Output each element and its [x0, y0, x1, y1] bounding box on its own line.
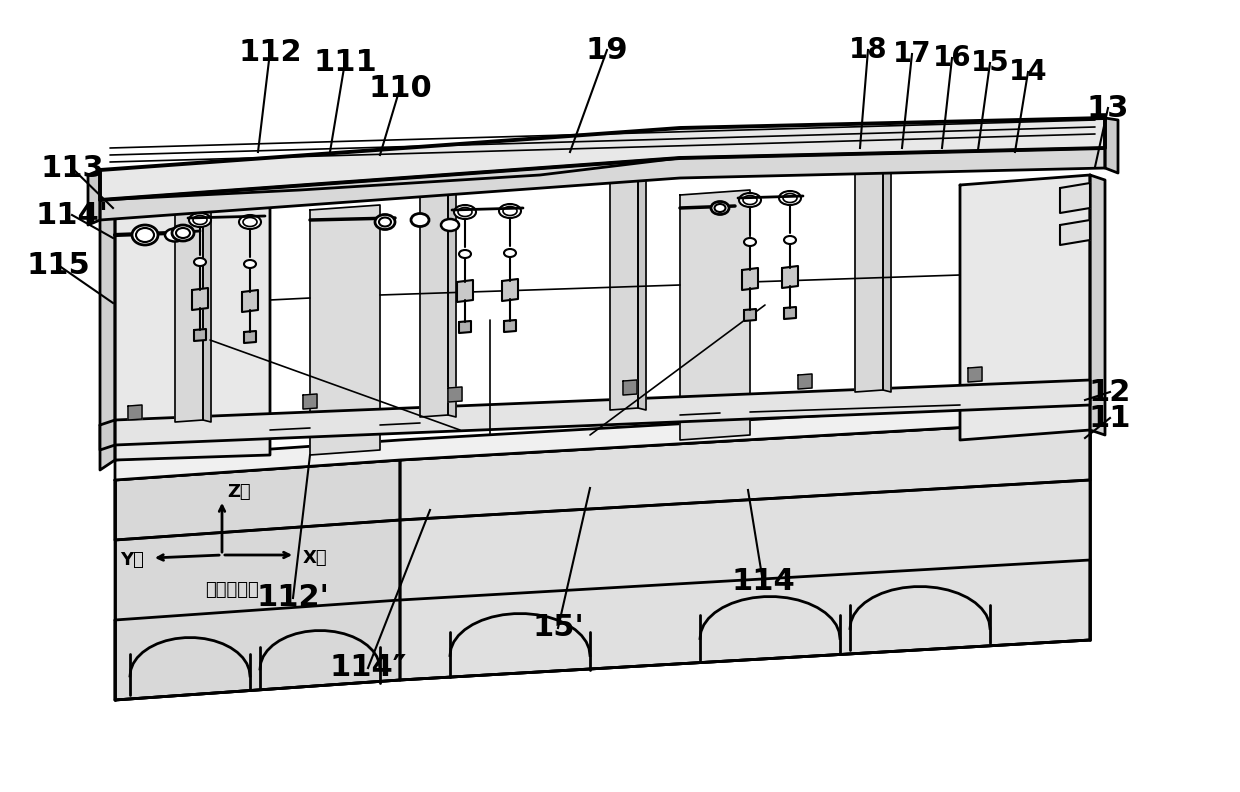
Polygon shape — [503, 320, 516, 332]
Text: 12: 12 — [1089, 378, 1131, 406]
Ellipse shape — [459, 250, 471, 258]
Ellipse shape — [188, 213, 211, 227]
Polygon shape — [175, 173, 203, 422]
Polygon shape — [1060, 183, 1090, 213]
Text: 13: 13 — [1086, 93, 1130, 123]
Ellipse shape — [711, 201, 729, 215]
Text: 19: 19 — [585, 36, 629, 64]
Polygon shape — [420, 160, 448, 417]
Polygon shape — [1105, 118, 1118, 173]
Text: 17: 17 — [893, 40, 931, 68]
Polygon shape — [782, 266, 799, 288]
Text: 113: 113 — [40, 154, 104, 182]
Text: 111: 111 — [314, 48, 377, 77]
Polygon shape — [128, 405, 143, 420]
Polygon shape — [100, 148, 1105, 220]
Polygon shape — [192, 288, 208, 310]
Text: 114″: 114″ — [330, 653, 407, 683]
Polygon shape — [1060, 220, 1090, 245]
Text: 112': 112' — [257, 584, 330, 612]
Polygon shape — [622, 380, 637, 395]
Ellipse shape — [193, 215, 207, 224]
Ellipse shape — [193, 258, 206, 266]
Polygon shape — [680, 190, 750, 440]
Text: 14: 14 — [1008, 58, 1048, 86]
Polygon shape — [856, 146, 883, 392]
Text: 11: 11 — [1089, 403, 1131, 432]
Polygon shape — [115, 200, 270, 460]
Text: 正交坐标系: 正交坐标系 — [205, 581, 259, 599]
Ellipse shape — [498, 204, 521, 218]
Polygon shape — [744, 309, 756, 321]
Polygon shape — [883, 146, 892, 392]
Polygon shape — [968, 367, 982, 382]
Ellipse shape — [172, 225, 193, 241]
Polygon shape — [401, 420, 1090, 680]
Text: 110: 110 — [368, 74, 432, 102]
Polygon shape — [242, 290, 258, 312]
Ellipse shape — [714, 204, 725, 212]
Polygon shape — [203, 173, 211, 422]
Ellipse shape — [744, 238, 756, 246]
Ellipse shape — [503, 207, 517, 215]
Ellipse shape — [743, 196, 756, 204]
Polygon shape — [303, 394, 317, 409]
Ellipse shape — [176, 228, 190, 238]
Polygon shape — [100, 210, 115, 470]
Ellipse shape — [131, 225, 157, 245]
Ellipse shape — [779, 191, 801, 205]
Text: 114': 114' — [36, 200, 109, 230]
Ellipse shape — [165, 229, 185, 242]
Ellipse shape — [784, 236, 796, 244]
Ellipse shape — [136, 228, 154, 242]
Polygon shape — [610, 156, 639, 410]
Text: 112: 112 — [238, 37, 301, 67]
Polygon shape — [639, 156, 646, 410]
Polygon shape — [448, 160, 456, 417]
Text: 115: 115 — [26, 250, 89, 280]
Polygon shape — [244, 331, 255, 343]
Text: X向: X向 — [303, 549, 327, 567]
Text: Y向: Y向 — [120, 551, 144, 569]
Ellipse shape — [782, 193, 797, 203]
Text: 16: 16 — [932, 44, 971, 72]
Polygon shape — [115, 420, 1090, 540]
Polygon shape — [115, 400, 1090, 480]
Polygon shape — [448, 387, 463, 402]
Ellipse shape — [454, 205, 476, 219]
Ellipse shape — [244, 260, 255, 268]
Text: 15: 15 — [971, 49, 1009, 77]
Polygon shape — [1090, 175, 1105, 435]
Polygon shape — [193, 329, 206, 341]
Ellipse shape — [458, 208, 472, 216]
Polygon shape — [458, 280, 472, 302]
Text: Z向: Z向 — [227, 483, 250, 501]
Polygon shape — [459, 321, 471, 333]
Polygon shape — [310, 205, 379, 455]
Polygon shape — [115, 560, 1090, 700]
Ellipse shape — [239, 215, 260, 229]
Polygon shape — [799, 374, 812, 389]
Ellipse shape — [243, 218, 257, 227]
Ellipse shape — [441, 219, 459, 231]
Polygon shape — [88, 170, 100, 225]
Text: 114: 114 — [732, 568, 795, 596]
Polygon shape — [100, 420, 115, 450]
Polygon shape — [784, 307, 796, 319]
Polygon shape — [742, 268, 758, 290]
Ellipse shape — [739, 193, 761, 207]
Ellipse shape — [410, 214, 429, 227]
Ellipse shape — [374, 215, 396, 230]
Text: 15': 15' — [532, 614, 584, 642]
Polygon shape — [100, 118, 1105, 200]
Polygon shape — [115, 380, 1090, 445]
Ellipse shape — [379, 218, 391, 227]
Polygon shape — [502, 279, 518, 301]
Ellipse shape — [503, 249, 516, 257]
Polygon shape — [960, 175, 1090, 440]
Polygon shape — [115, 460, 401, 700]
Text: 18: 18 — [848, 36, 888, 64]
